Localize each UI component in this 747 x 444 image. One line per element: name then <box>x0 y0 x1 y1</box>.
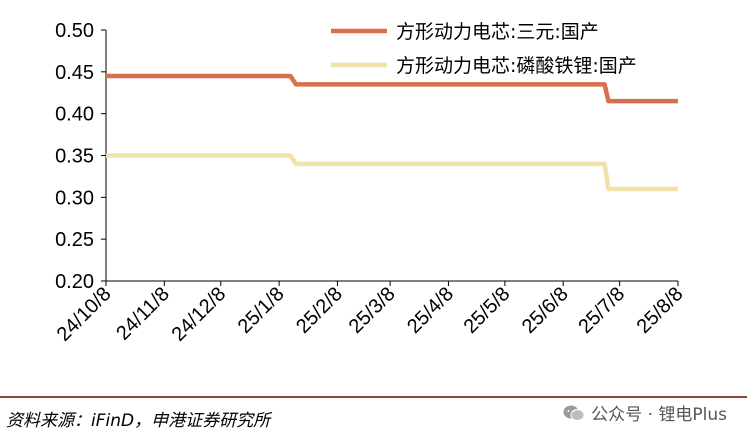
x-tick-label: 25/6/8 <box>518 283 573 338</box>
footer-divider <box>0 396 747 398</box>
y-tick-label: 0.35 <box>55 146 94 168</box>
line-chart: 0.50 0.45 0.40 0.35 0.30 0.25 0.20 24/10/824/1… <box>53 20 688 346</box>
series-line-2 <box>106 153 678 192</box>
y-tick-label: 0.25 <box>55 229 94 251</box>
legend-label-1: 方形动力电芯:三元:国产 <box>396 21 599 43</box>
y-tick-label: 0.30 <box>55 187 94 209</box>
y-tick-label: 0.50 <box>55 20 94 42</box>
watermark: 公众号 · 锂电Plus <box>563 400 727 425</box>
y-tick-label: 0.45 <box>55 62 94 84</box>
x-tick-label: 24/11/8 <box>112 283 174 345</box>
series-line-1 <box>106 73 678 104</box>
x-tick-label: 25/5/8 <box>460 283 515 338</box>
x-axis: 24/10/824/11/824/12/8 25/1/8 25/2/825/3/8 2… <box>53 280 688 346</box>
y-tick-label: 0.40 <box>55 104 94 126</box>
wechat-icon <box>563 405 585 421</box>
legend-label-2: 方形动力电芯:磷酸铁锂:国产 <box>396 55 637 77</box>
y-tick-label: 0.20 <box>55 271 94 293</box>
x-tick-label: 25/1/8 <box>234 283 289 338</box>
x-tick-label: 25/3/8 <box>345 283 400 338</box>
x-tick-label: 25/8/8 <box>633 283 688 338</box>
x-tick-label: 25/7/8 <box>574 283 629 338</box>
watermark-text: 公众号 · 锂电Plus <box>591 405 727 425</box>
x-tick-label: 25/4/8 <box>403 283 458 338</box>
y-axis: 0.50 0.45 0.40 0.35 0.30 0.25 0.20 <box>55 20 107 293</box>
x-tick-label: 25/2/8 <box>292 283 347 338</box>
source-note: 资料来源：iFinD，申港证券研究所 <box>6 411 271 431</box>
series-group <box>106 73 678 192</box>
x-tick-label: 24/12/8 <box>168 283 231 346</box>
